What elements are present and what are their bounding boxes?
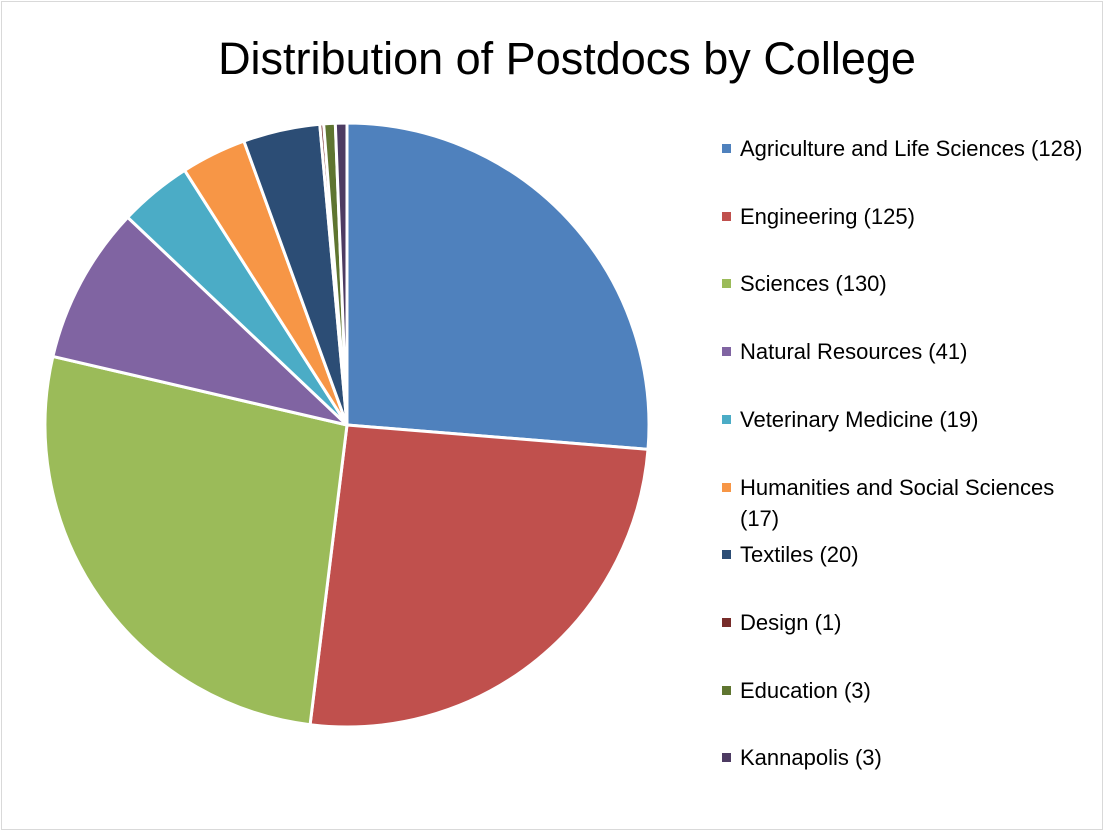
pie-slice [345, 121, 651, 451]
pie-slice [308, 423, 650, 729]
legend-entry: Humanities and Social Sciences (17) [722, 472, 1092, 534]
legend-entry: Kannapolis (3) [722, 742, 1092, 773]
legend-entry: Education (3) [722, 675, 1092, 706]
legend-label: Design (1) [740, 609, 842, 635]
pie-slice [51, 215, 349, 427]
legend-swatch [722, 753, 731, 763]
legend-entry: Veterinary Medicine (19) [722, 404, 1092, 435]
legend-swatch [722, 211, 731, 221]
legend-swatch [722, 279, 731, 289]
pie-slice [333, 121, 349, 427]
legend-entry: Sciences (130) [722, 268, 1092, 299]
legend-swatch [722, 414, 731, 424]
legend-swatch [722, 685, 731, 695]
legend-label: Textiles (20) [740, 542, 859, 568]
legend-swatch [722, 482, 731, 492]
legend-label: Education (3) [740, 677, 871, 703]
legend-entry: Agriculture and Life Sciences (128) [722, 133, 1092, 164]
chart-title: Distribution of Postdocs by College [218, 33, 916, 84]
legend-label: Kannapolis (3) [740, 745, 882, 771]
legend-label: Sciences (130) [740, 271, 887, 297]
legend-entry: Design (1) [722, 607, 1092, 638]
legend-label: Natural Resources (41) [740, 339, 968, 365]
legend-swatch [722, 550, 731, 560]
legend-swatch [722, 617, 731, 627]
legend-label: Engineering (125) [740, 203, 915, 229]
legend-entry: Natural Resources (41) [722, 336, 1092, 367]
legend-swatch [722, 144, 731, 153]
pie-slice [43, 354, 349, 727]
legend-label: Agriculture and Life Sciences (128) [740, 136, 1083, 161]
legend-entry: Textiles (20) [722, 539, 1092, 570]
legend-swatch [722, 347, 731, 357]
legend-entry: Engineering (125) [722, 201, 1092, 232]
legend-label: Veterinary Medicine (19) [740, 406, 979, 432]
legend-label: Humanities and Social Sciences (17) [740, 474, 1055, 531]
